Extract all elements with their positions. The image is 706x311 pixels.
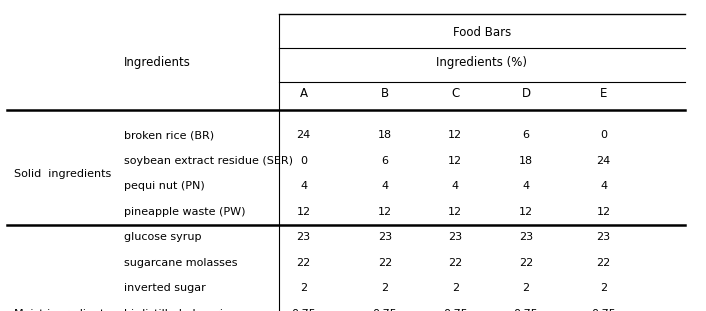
Text: 22: 22: [597, 258, 611, 268]
Text: 6: 6: [522, 130, 530, 140]
Text: 4: 4: [522, 181, 530, 191]
Text: bi-distilled glycerin: bi-distilled glycerin: [124, 309, 229, 311]
Text: 12: 12: [448, 156, 462, 166]
Text: 2: 2: [300, 283, 307, 293]
Text: 24: 24: [597, 156, 611, 166]
Text: 0.75: 0.75: [443, 309, 468, 311]
Text: 0.75: 0.75: [591, 309, 616, 311]
Text: 0.75: 0.75: [291, 309, 316, 311]
Text: 4: 4: [600, 181, 607, 191]
Text: sugarcane molasses: sugarcane molasses: [124, 258, 237, 268]
Text: B: B: [381, 87, 389, 100]
Text: 23: 23: [597, 232, 611, 242]
Text: 2: 2: [522, 283, 530, 293]
Text: pequi nut (PN): pequi nut (PN): [124, 181, 204, 191]
Text: 6: 6: [381, 156, 388, 166]
Text: 24: 24: [297, 130, 311, 140]
Text: 12: 12: [448, 130, 462, 140]
Text: 0: 0: [600, 130, 607, 140]
Text: 0.75: 0.75: [513, 309, 539, 311]
Text: pineapple waste (PW): pineapple waste (PW): [124, 207, 245, 217]
Text: 12: 12: [519, 207, 533, 217]
Text: 23: 23: [519, 232, 533, 242]
Text: 12: 12: [448, 207, 462, 217]
Text: 23: 23: [297, 232, 311, 242]
Text: soybean extract residue (SER): soybean extract residue (SER): [124, 156, 292, 166]
Text: 12: 12: [297, 207, 311, 217]
Text: inverted sugar: inverted sugar: [124, 283, 205, 293]
Text: Ingredients (%): Ingredients (%): [436, 56, 527, 69]
Text: 2: 2: [381, 283, 388, 293]
Text: 18: 18: [519, 156, 533, 166]
Text: 2: 2: [600, 283, 607, 293]
Text: 4: 4: [300, 181, 307, 191]
Text: 0: 0: [300, 156, 307, 166]
Text: 22: 22: [378, 258, 392, 268]
Text: 22: 22: [519, 258, 533, 268]
Text: Solid  ingredients: Solid ingredients: [14, 169, 112, 179]
Text: C: C: [451, 87, 460, 100]
Text: Ingredients: Ingredients: [124, 56, 191, 69]
Text: broken rice (BR): broken rice (BR): [124, 130, 214, 140]
Text: 23: 23: [448, 232, 462, 242]
Text: 22: 22: [448, 258, 462, 268]
Text: 22: 22: [297, 258, 311, 268]
Text: glucose syrup: glucose syrup: [124, 232, 201, 242]
Text: 4: 4: [381, 181, 388, 191]
Text: A: A: [299, 87, 308, 100]
Text: 4: 4: [452, 181, 459, 191]
Text: Food Bars: Food Bars: [453, 26, 511, 39]
Text: E: E: [600, 87, 607, 100]
Text: D: D: [522, 87, 530, 100]
Text: 12: 12: [378, 207, 392, 217]
Text: 0.75: 0.75: [372, 309, 397, 311]
Text: 12: 12: [597, 207, 611, 217]
Text: 23: 23: [378, 232, 392, 242]
Text: 18: 18: [378, 130, 392, 140]
Text: Moist ingredients: Moist ingredients: [14, 309, 110, 311]
Text: 2: 2: [452, 283, 459, 293]
